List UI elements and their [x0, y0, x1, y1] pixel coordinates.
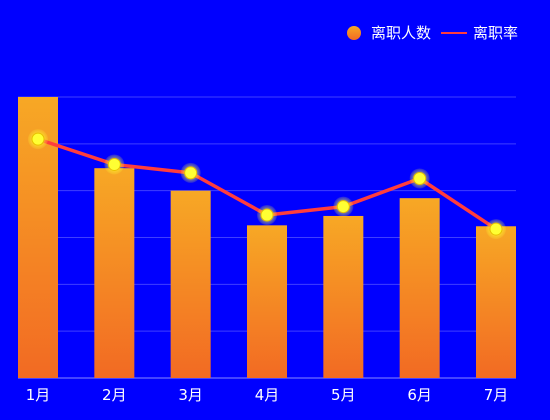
legend-item-line[interactable]: 离职率 [440, 22, 518, 43]
x-tick-label: 6月 [407, 386, 432, 404]
bar-5 [323, 215, 364, 378]
x-tick-label: 7月 [484, 386, 509, 404]
x-tick-label: 5月 [331, 386, 356, 404]
x-tick-label: 4月 [255, 386, 280, 404]
x-tick-label: 1月 [26, 386, 51, 404]
line-point-6 [413, 171, 427, 185]
bar-7 [476, 226, 516, 378]
legend: 离职人数 离职率 [337, 22, 518, 43]
bar-2 [94, 168, 135, 378]
bar-3 [170, 190, 211, 378]
line-point-1 [31, 132, 45, 146]
legend-label-line: 离职率 [472, 24, 518, 42]
line-point-7 [489, 222, 503, 236]
line-point-2 [107, 157, 121, 171]
legend-circle-icon [346, 25, 361, 40]
line-point-5 [336, 200, 350, 214]
legend-line-icon [440, 31, 467, 34]
line-point-4 [260, 208, 274, 222]
x-tick-label: 2月 [102, 386, 127, 404]
x-tick-label: 3月 [178, 386, 203, 404]
bar-6 [399, 198, 440, 378]
bar-4 [247, 225, 287, 378]
legend-label-bar: 离职人数 [370, 24, 431, 42]
legend-item-bar[interactable]: 离职人数 [346, 22, 431, 43]
line-point-3 [184, 166, 198, 180]
